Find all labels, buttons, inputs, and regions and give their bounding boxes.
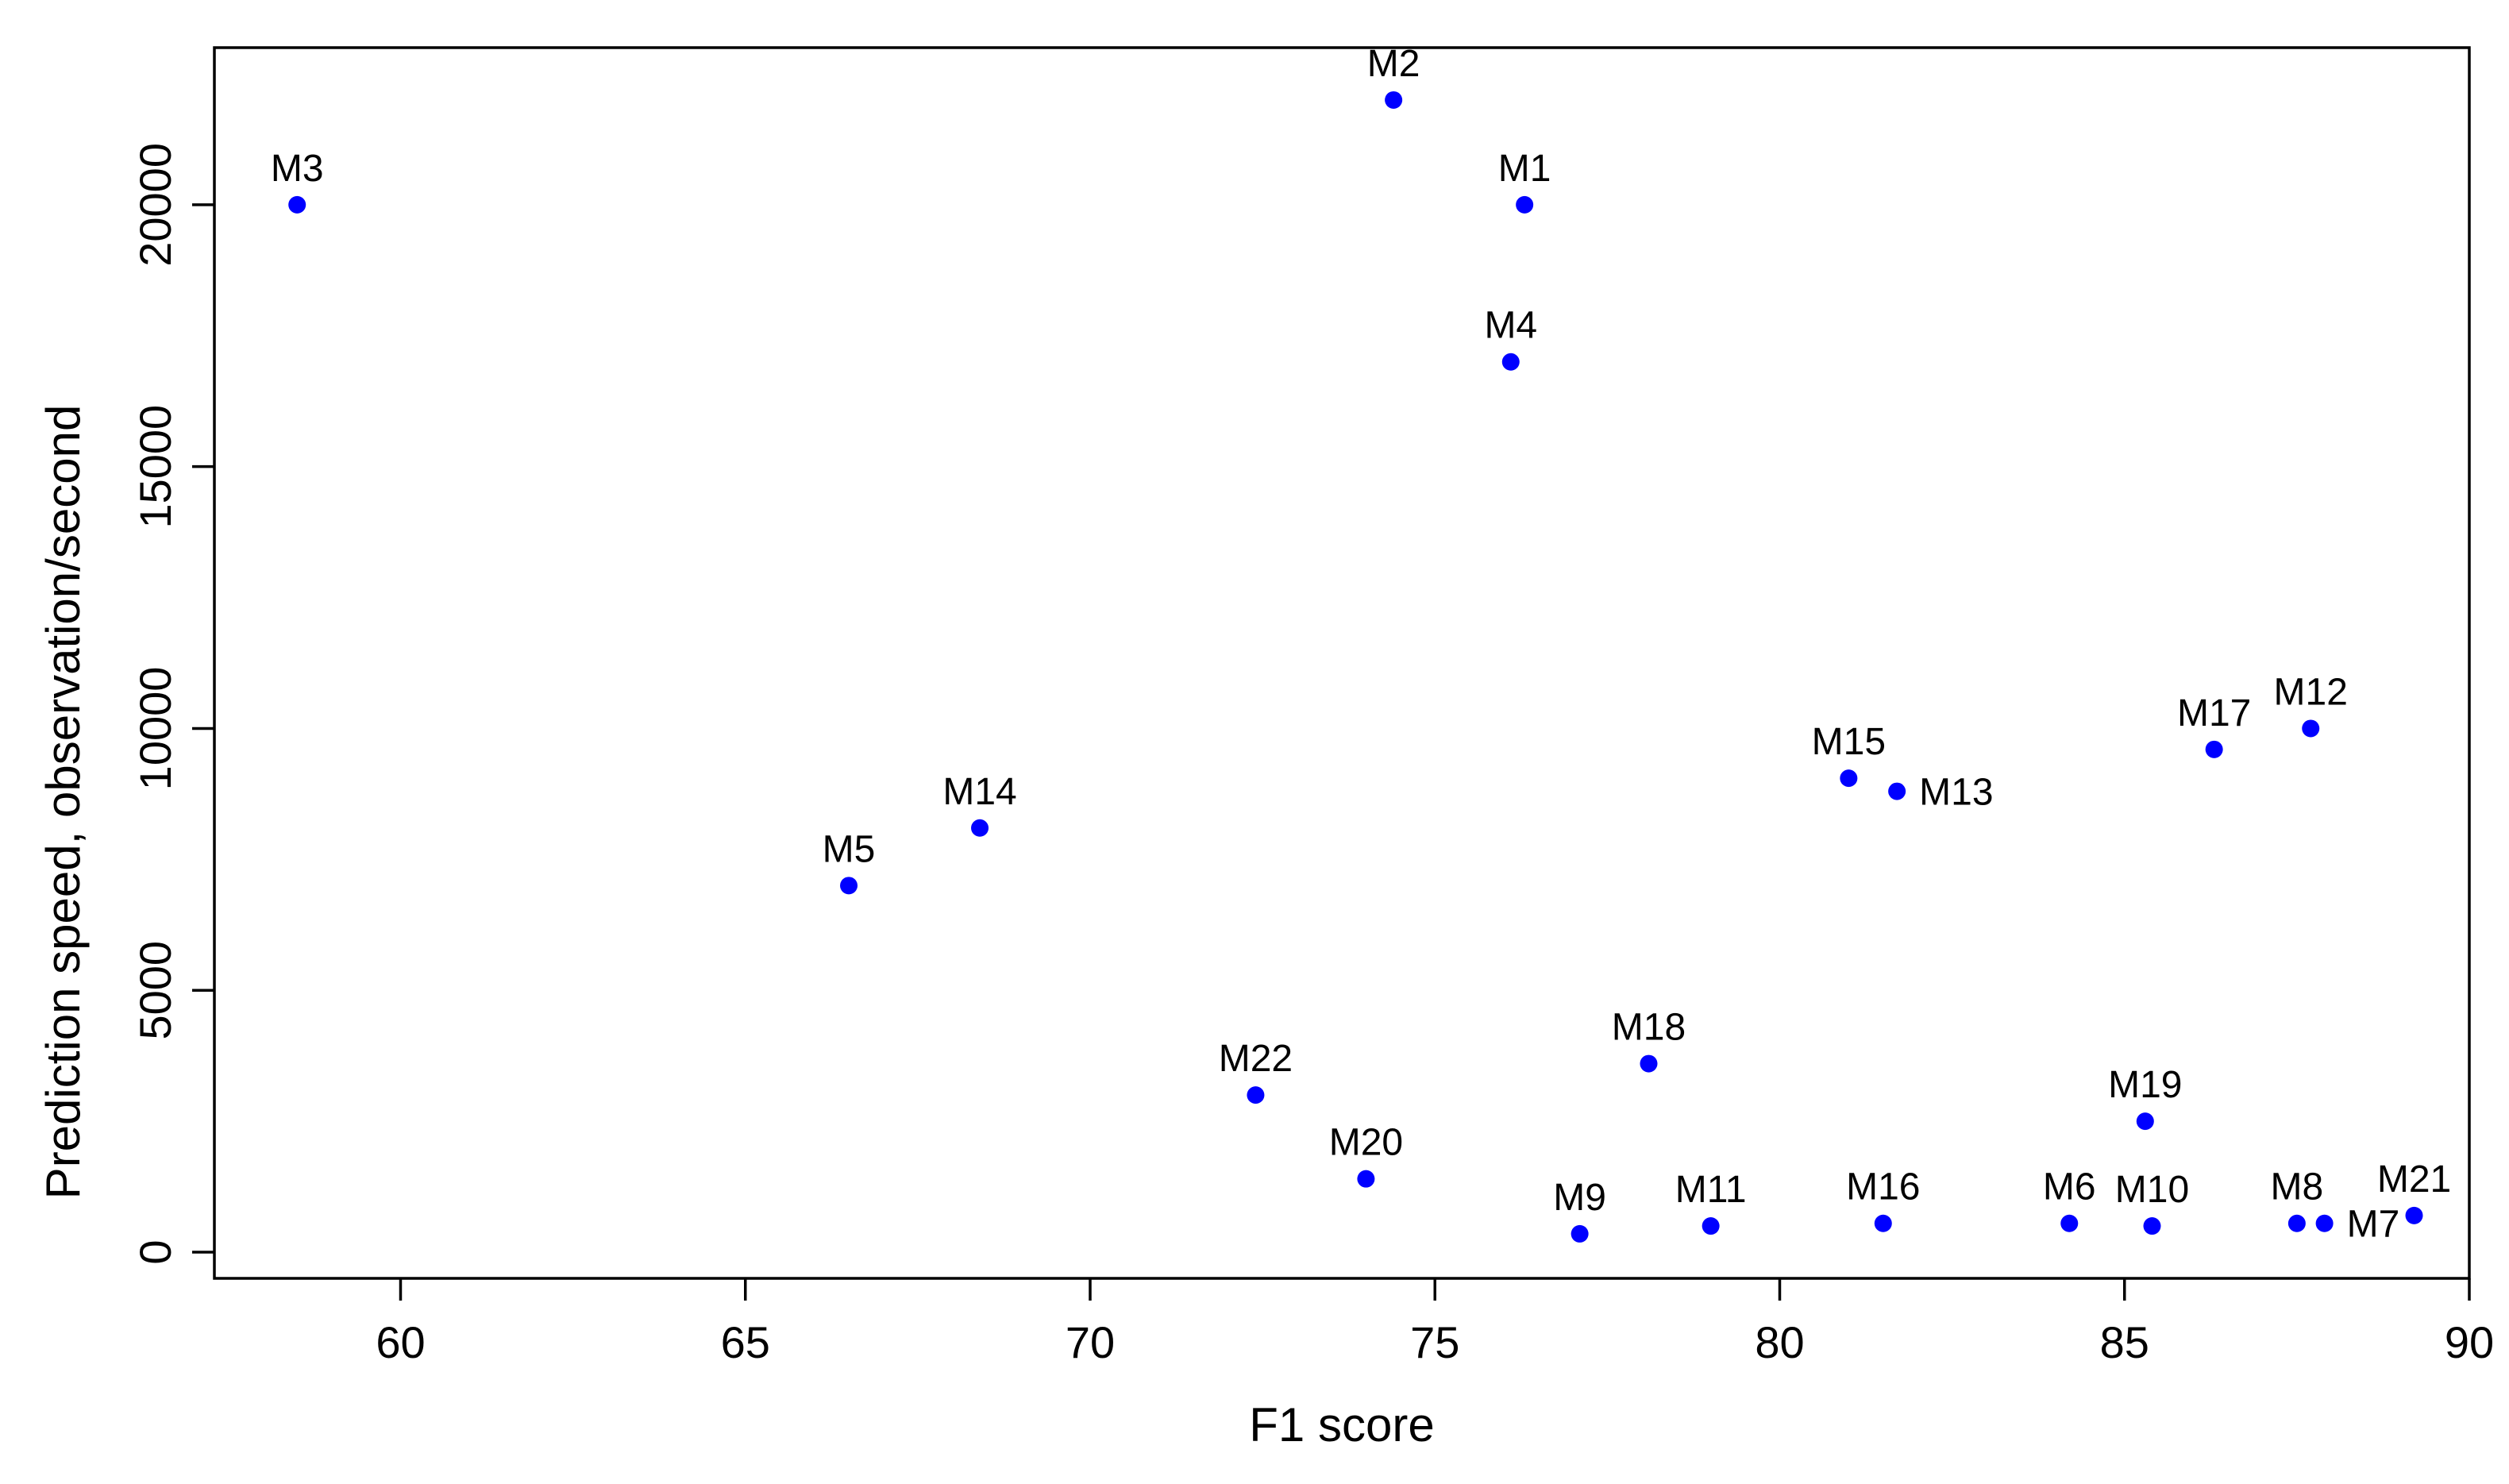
data-point-m7 [2315,1214,2334,1232]
point-label-m22: M22 [1219,1038,1293,1080]
y-tick-label: 0 [130,1239,180,1264]
data-point-m4 [1501,353,1520,371]
point-label-m4: M4 [1484,305,1537,347]
data-point-m20 [1357,1170,1375,1188]
data-point-m17 [2205,740,2223,758]
point-label-m21: M21 [2377,1158,2451,1201]
point-label-m9: M9 [1553,1177,1606,1219]
y-axis: 0 5000 10000 15000 20000 [130,143,214,1265]
data-point-m1 [1516,195,1534,214]
data-points: M1 M2 M3 M4 M5 M6 M7 M8 M9 M10 M11 M12 M13 M14 M15 M16 M… [271,43,2451,1246]
data-point-m14 [971,819,989,837]
data-point-m22 [1247,1086,1265,1104]
x-axis-title: F1 score [1249,1398,1434,1451]
x-tick-label: 85 [2100,1317,2149,1367]
point-label-m8: M8 [2271,1166,2324,1208]
data-point-m9 [1571,1224,1589,1243]
x-tick-label: 60 [376,1317,425,1367]
point-label-m6: M6 [2043,1166,2096,1208]
point-label-m5: M5 [823,828,876,870]
point-label-m17: M17 [2177,692,2251,734]
data-point-m11 [1702,1217,1720,1235]
point-label-m19: M19 [2108,1064,2182,1106]
data-point-m13 [1888,782,1906,800]
point-label-m16: M16 [1846,1166,1920,1208]
y-tick-label: 15000 [130,405,180,529]
point-label-m15: M15 [1812,721,1886,763]
data-point-m21 [2405,1206,2423,1224]
x-tick-label: 80 [1755,1317,1804,1367]
data-point-m6 [2060,1214,2079,1232]
y-axis-title: Prediction speed, observation/second [37,405,90,1200]
x-tick-label: 90 [2445,1317,2494,1367]
point-label-m1: M1 [1498,148,1551,190]
y-tick-label: 20000 [130,143,180,267]
point-label-m10: M10 [2115,1169,2189,1211]
y-tick-label: 5000 [130,941,180,1040]
data-point-m16 [1874,1214,1892,1232]
x-axis: 60 65 70 75 80 85 90 [376,1278,2494,1367]
data-point-m15 [1840,769,1858,788]
point-label-m18: M18 [1612,1007,1686,1049]
data-point-m10 [2143,1217,2161,1235]
data-point-m12 [2302,719,2320,738]
data-point-m3 [288,195,306,214]
point-label-m14: M14 [942,771,1016,813]
data-point-m2 [1385,91,1403,109]
point-label-m7: M7 [2347,1204,2400,1246]
x-tick-label: 75 [1410,1317,1459,1367]
x-tick-label: 65 [721,1317,770,1367]
data-point-m8 [2287,1214,2306,1232]
point-label-m11: M11 [1675,1169,1747,1211]
point-label-m20: M20 [1329,1122,1403,1164]
y-tick-label: 10000 [130,667,180,791]
point-label-m3: M3 [271,148,324,190]
x-tick-label: 70 [1066,1317,1115,1367]
data-point-m19 [2136,1112,2154,1131]
data-point-m18 [1640,1054,1658,1073]
point-label-m12: M12 [2274,671,2348,713]
data-point-m5 [840,877,858,895]
point-label-m13: M13 [1919,772,1993,814]
point-label-m2: M2 [1367,43,1420,85]
plot-frame [213,46,2471,1280]
